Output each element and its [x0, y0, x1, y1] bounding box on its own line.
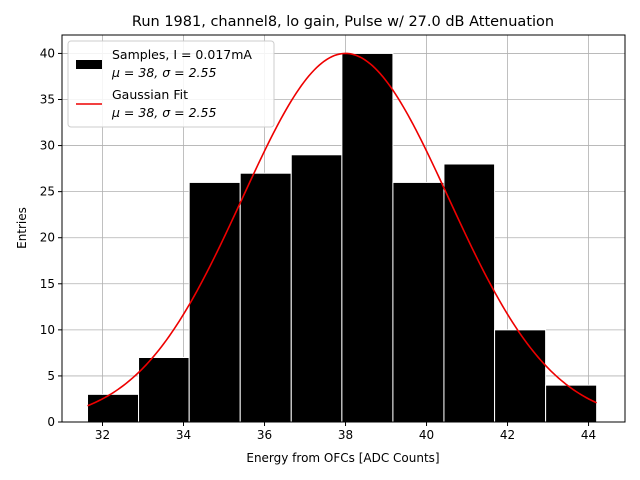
histogram-bar — [138, 357, 190, 423]
legend-box — [67, 40, 275, 128]
y-tick-label: 20 — [40, 231, 55, 245]
histogram-bars — [87, 52, 598, 423]
legend-fit-label: Gaussian Fit — [112, 87, 188, 102]
histogram-bar — [239, 172, 292, 423]
histogram-bar — [341, 52, 394, 423]
legend-samples-label: Samples, I = 0.017mA — [112, 47, 252, 62]
histogram-bar — [392, 181, 445, 423]
y-tick-label: 30 — [40, 139, 55, 153]
y-axis-label: Entries — [15, 207, 29, 249]
x-tick-label: 34 — [176, 428, 191, 442]
axis-ticks: 32 34 36 38 40 42 44 0 5 10 15 20 25 30 35 40 — [40, 46, 596, 442]
legend-fit-stats: μ = 38, σ = 2.55 — [111, 105, 216, 120]
y-tick-label: 15 — [40, 277, 55, 291]
y-tick-label: 40 — [40, 46, 55, 60]
x-axis-label: Energy from OFCs [ADC Counts] — [246, 451, 439, 465]
legend-samples-swatch — [76, 60, 102, 69]
y-tick-label: 35 — [40, 93, 55, 107]
x-tick-label: 32 — [95, 428, 110, 442]
x-tick-label: 44 — [581, 428, 596, 442]
y-tick-label: 10 — [40, 323, 55, 337]
x-tick-label: 38 — [338, 428, 353, 442]
x-tick-label: 42 — [500, 428, 515, 442]
x-tick-label: 40 — [419, 428, 434, 442]
y-tick-label: 5 — [47, 369, 55, 383]
x-tick-label: 36 — [257, 428, 272, 442]
gaussian-fit-curve — [87, 52, 597, 407]
histogram-bar — [545, 384, 598, 423]
histogram-bar — [494, 329, 547, 423]
histogram-bar — [87, 393, 140, 423]
y-tick-label: 0 — [47, 415, 55, 429]
histogram-bar — [290, 154, 343, 423]
chart-title: Run 1981, channel8, lo gain, Pulse w/ 27… — [132, 14, 554, 30]
y-tick-label: 25 — [40, 185, 55, 199]
legend-samples-stats: μ = 38, σ = 2.55 — [111, 65, 216, 80]
legend: Samples, I = 0.017mA μ = 38, σ = 2.55 Ga… — [67, 40, 275, 128]
plot-frame — [61, 34, 626, 423]
